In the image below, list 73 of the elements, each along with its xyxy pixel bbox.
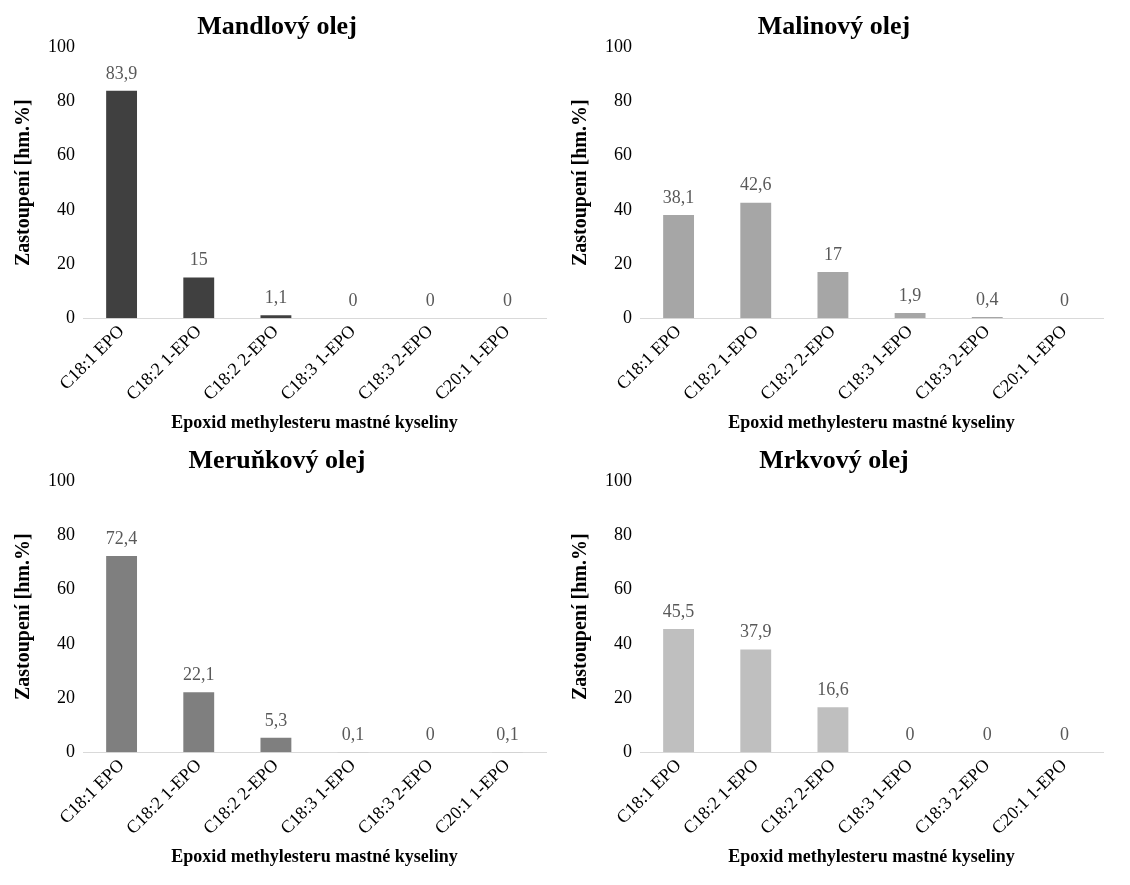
y-axis-title: Zastoupení [hm.%] [11,99,35,267]
bar [740,202,772,319]
y-tick-label: 80 [57,90,75,111]
data-label: 0 [905,723,915,744]
bar [183,692,215,753]
bar [106,555,138,753]
y-tick-label: 40 [614,198,632,219]
bar [894,313,926,319]
chart-title: Mandlový olej [197,11,357,41]
y-tick-label: 60 [614,578,632,599]
x-axis-title: Epoxid methylesteru mastné kyseliny [171,845,458,866]
data-label: 0,4 [976,288,999,309]
y-tick-label: 20 [57,252,75,273]
data-label: 0 [1059,289,1069,310]
y-tick-label: 40 [57,632,75,653]
y-tick-label: 100 [605,35,632,56]
data-label: 17 [823,243,842,264]
y-tick-label: 60 [614,144,632,165]
data-label: 38,1 [662,186,695,207]
data-label: 0,1 [341,723,365,744]
data-label: 15 [189,249,208,270]
y-tick-label: 100 [48,35,75,56]
data-label: 5,3 [264,709,288,730]
data-label: 0 [425,289,435,310]
y-tick-label: 80 [614,524,632,545]
chart-title: Mrkvový olej [759,445,909,475]
y-tick-label: 0 [66,306,75,327]
y-tick-label: 60 [57,144,75,165]
data-label: 45,5 [662,600,695,621]
y-tick-label: 80 [614,90,632,111]
chart-title: Malinový olej [757,11,911,41]
y-tick-label: 20 [614,252,632,273]
bar [663,628,695,753]
y-axis-title: Zastoupení [hm.%] [11,533,35,701]
data-label: 0 [1059,723,1069,744]
bar [740,649,772,753]
data-label: 1,9 [898,284,922,305]
x-axis-title: Epoxid methylesteru mastné kyseliny [728,845,1015,866]
data-label: 83,9 [105,62,138,83]
data-label: 0 [425,723,435,744]
data-label: 37,9 [740,621,772,642]
bar [663,214,695,319]
bar [260,737,292,753]
y-tick-label: 40 [57,198,75,219]
y-tick-label: 100 [48,469,75,490]
y-axis-title: Zastoupení [hm.%] [568,533,592,701]
data-label: 72,4 [105,527,138,548]
bar [106,90,138,319]
data-label: 0 [348,289,358,310]
y-tick-label: 40 [614,632,632,653]
bar [183,277,215,319]
bar [817,707,849,753]
data-label: 1,1 [264,286,288,307]
data-label: 42,6 [740,174,772,195]
y-tick-label: 20 [614,686,632,707]
y-tick-label: 100 [605,469,632,490]
data-label: 16,6 [817,678,849,699]
bar [817,272,849,319]
y-tick-label: 0 [623,306,632,327]
data-label: 22,1 [183,664,215,685]
y-tick-label: 80 [57,524,75,545]
data-label: 0 [982,723,992,744]
x-axis-title: Epoxid methylesteru mastné kyseliny [171,411,458,432]
data-label: 0,1 [496,723,519,744]
y-tick-label: 20 [57,686,75,707]
data-label: 0 [502,289,512,310]
x-axis-title: Epoxid methylesteru mastné kyseliny [728,411,1015,432]
y-tick-label: 0 [623,740,632,761]
y-axis-title: Zastoupení [hm.%] [568,99,592,267]
chart-title: Meruňkový olej [188,445,366,475]
y-tick-label: 0 [66,740,75,761]
bar [260,315,292,319]
y-tick-label: 60 [57,578,75,599]
